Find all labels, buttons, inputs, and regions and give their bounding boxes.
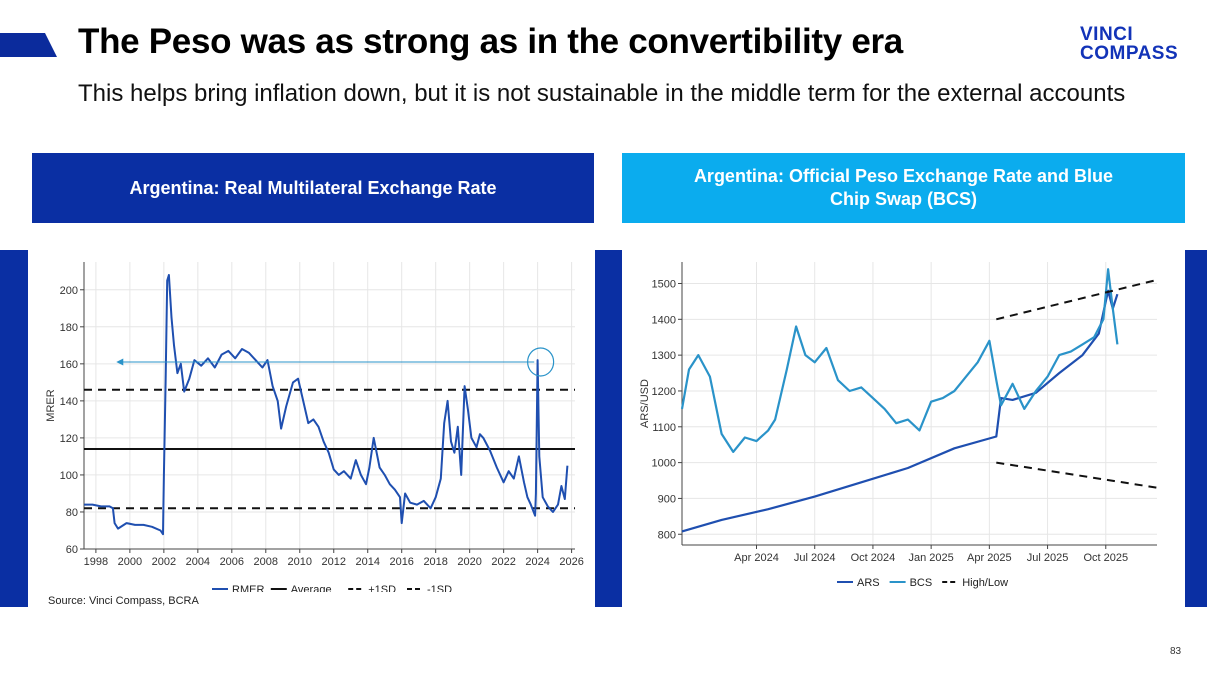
decorative-edge-middle — [595, 250, 622, 607]
annotation-circle — [527, 347, 555, 377]
company-logo: VINCI COMPASS — [1080, 25, 1178, 63]
x-tick-label: 2024 — [525, 556, 549, 568]
y-tick-label: 1000 — [652, 458, 676, 470]
x-tick-label: 2002 — [152, 556, 176, 568]
x-tick-label: 2008 — [254, 556, 278, 568]
legend-label-0: ARS — [857, 577, 880, 589]
x-tick-label: Jul 2024 — [794, 552, 836, 564]
y-tick-label: 140 — [60, 396, 78, 408]
x-tick-label: Apr 2025 — [967, 552, 1012, 564]
y-tick-label: 100 — [60, 470, 78, 482]
decorative-edge-right — [1185, 250, 1207, 607]
y-tick-label: 160 — [60, 359, 78, 371]
x-tick-label: 2018 — [423, 556, 447, 568]
decorative-edge-left — [0, 250, 28, 607]
y-tick-label: 900 — [658, 493, 676, 505]
y-tick-label: 180 — [60, 322, 78, 334]
fx-chart-svg: 800 900 1000 1100 1200 1300 1400 1500 Apr 2024 Ju… — [639, 262, 1158, 589]
x-tick-label: 2004 — [186, 556, 210, 568]
fx-chart: 800 900 1000 1100 1200 1300 1400 1500 Apr 2024 Ju… — [622, 240, 1185, 615]
x-tick-label: 2026 — [559, 556, 583, 568]
x-tick-label: 1998 — [84, 556, 108, 568]
x-tick-label: Jan 2025 — [909, 552, 954, 564]
page-number: 83 — [1170, 646, 1182, 657]
slide-subtitle: This helps bring inflation down, but it … — [78, 80, 1126, 107]
legend-label-2: +1SD — [368, 584, 396, 592]
legend-label-2: High/Low — [962, 577, 1008, 589]
slide-title: The Peso was as strong as in the convert… — [78, 22, 903, 61]
x-tick-label: 2010 — [288, 556, 312, 568]
x-tick-label: 2022 — [491, 556, 515, 568]
y-axis-label: MRER — [45, 389, 57, 421]
y-tick-label: 80 — [66, 507, 78, 519]
y-axis-label: ARS/USD — [639, 379, 651, 428]
y-tick-label: 1100 — [652, 422, 676, 434]
x-tick-label: 2020 — [457, 556, 481, 568]
y-tick-label: 1300 — [652, 350, 676, 362]
y-tick-label: 1400 — [652, 314, 676, 326]
low-band-line — [996, 461, 1158, 489]
legend-label-3: -1SD — [427, 584, 452, 592]
y-tick-label: 800 — [658, 529, 676, 541]
right-panel-title: Argentina: Official Peso Exchange Rate a… — [622, 153, 1185, 223]
x-tick-label: Oct 2024 — [851, 552, 896, 564]
x-tick-label: 2000 — [118, 556, 142, 568]
rmer-series-line — [84, 274, 569, 536]
x-tick-label: Jul 2025 — [1027, 552, 1069, 564]
legend-label-0: RMER — [232, 584, 264, 592]
bcs-series-line — [680, 268, 1119, 453]
ars-series-line — [681, 289, 1119, 533]
logo-line1: VINCI — [1080, 24, 1134, 45]
y-tick-label: 120 — [60, 433, 78, 445]
right-panel-title-text: Argentina: Official Peso Exchange Rate a… — [693, 166, 1114, 209]
x-tick-label: 2012 — [322, 556, 346, 568]
x-tick-label: 2006 — [220, 556, 244, 568]
y-tick-label: 60 — [66, 544, 78, 556]
x-tick-label: Apr 2024 — [734, 552, 779, 564]
legend-label-1: Average — [291, 584, 332, 592]
x-tick-label: 2014 — [355, 556, 379, 568]
y-tick-label: 200 — [60, 285, 78, 297]
annotation-arrow-head — [116, 358, 124, 366]
rmer-chart-svg: 60 80 100 120 140 160 180 200 1998 2000 2002 2004 20… — [45, 262, 584, 596]
x-tick-label: Oct 2025 — [1083, 552, 1128, 564]
y-tick-label: 1500 — [652, 278, 676, 290]
high-band-line — [996, 278, 1158, 321]
source-note: Source: Vinci Compass, BCRA — [48, 595, 199, 607]
left-panel-title: Argentina: Real Multilateral Exchange Ra… — [32, 153, 594, 223]
accent-bar — [0, 33, 57, 57]
legend-label-1: BCS — [910, 577, 933, 589]
x-tick-label: 2016 — [389, 556, 413, 568]
rmer-chart: 60 80 100 120 140 160 180 200 1998 2000 2002 2004 20… — [30, 232, 593, 612]
logo-line2: COMPASS — [1080, 43, 1179, 64]
y-tick-label: 1200 — [652, 386, 676, 398]
